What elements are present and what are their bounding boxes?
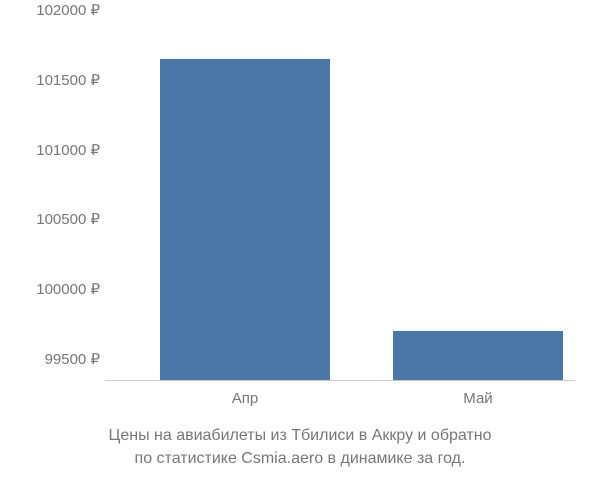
bar-chart: 99500 ₽ 100000 ₽ 100500 ₽ 101000 ₽ 101500 ₽ 1… bbox=[0, 0, 600, 500]
bar bbox=[393, 331, 563, 380]
x-tick-label: Апр bbox=[232, 390, 258, 407]
y-tick-label: 99500 ₽ bbox=[10, 350, 100, 368]
y-tick-label: 101500 ₽ bbox=[10, 71, 100, 89]
x-tick-label: Май bbox=[463, 390, 492, 407]
y-tick-label: 100500 ₽ bbox=[10, 210, 100, 228]
x-axis-line bbox=[105, 380, 575, 381]
y-tick-label: 101000 ₽ bbox=[10, 141, 100, 159]
y-tick-label: 100000 ₽ bbox=[10, 280, 100, 298]
y-tick-label: 102000 ₽ bbox=[10, 1, 100, 19]
bar bbox=[160, 59, 330, 380]
chart-caption-line2: по статистике Csmia.aero в динамике за г… bbox=[0, 448, 600, 470]
plot-area bbox=[105, 10, 575, 380]
chart-caption-line1: Цены на авиабилеты из Тбилиси в Аккру и … bbox=[0, 425, 600, 447]
